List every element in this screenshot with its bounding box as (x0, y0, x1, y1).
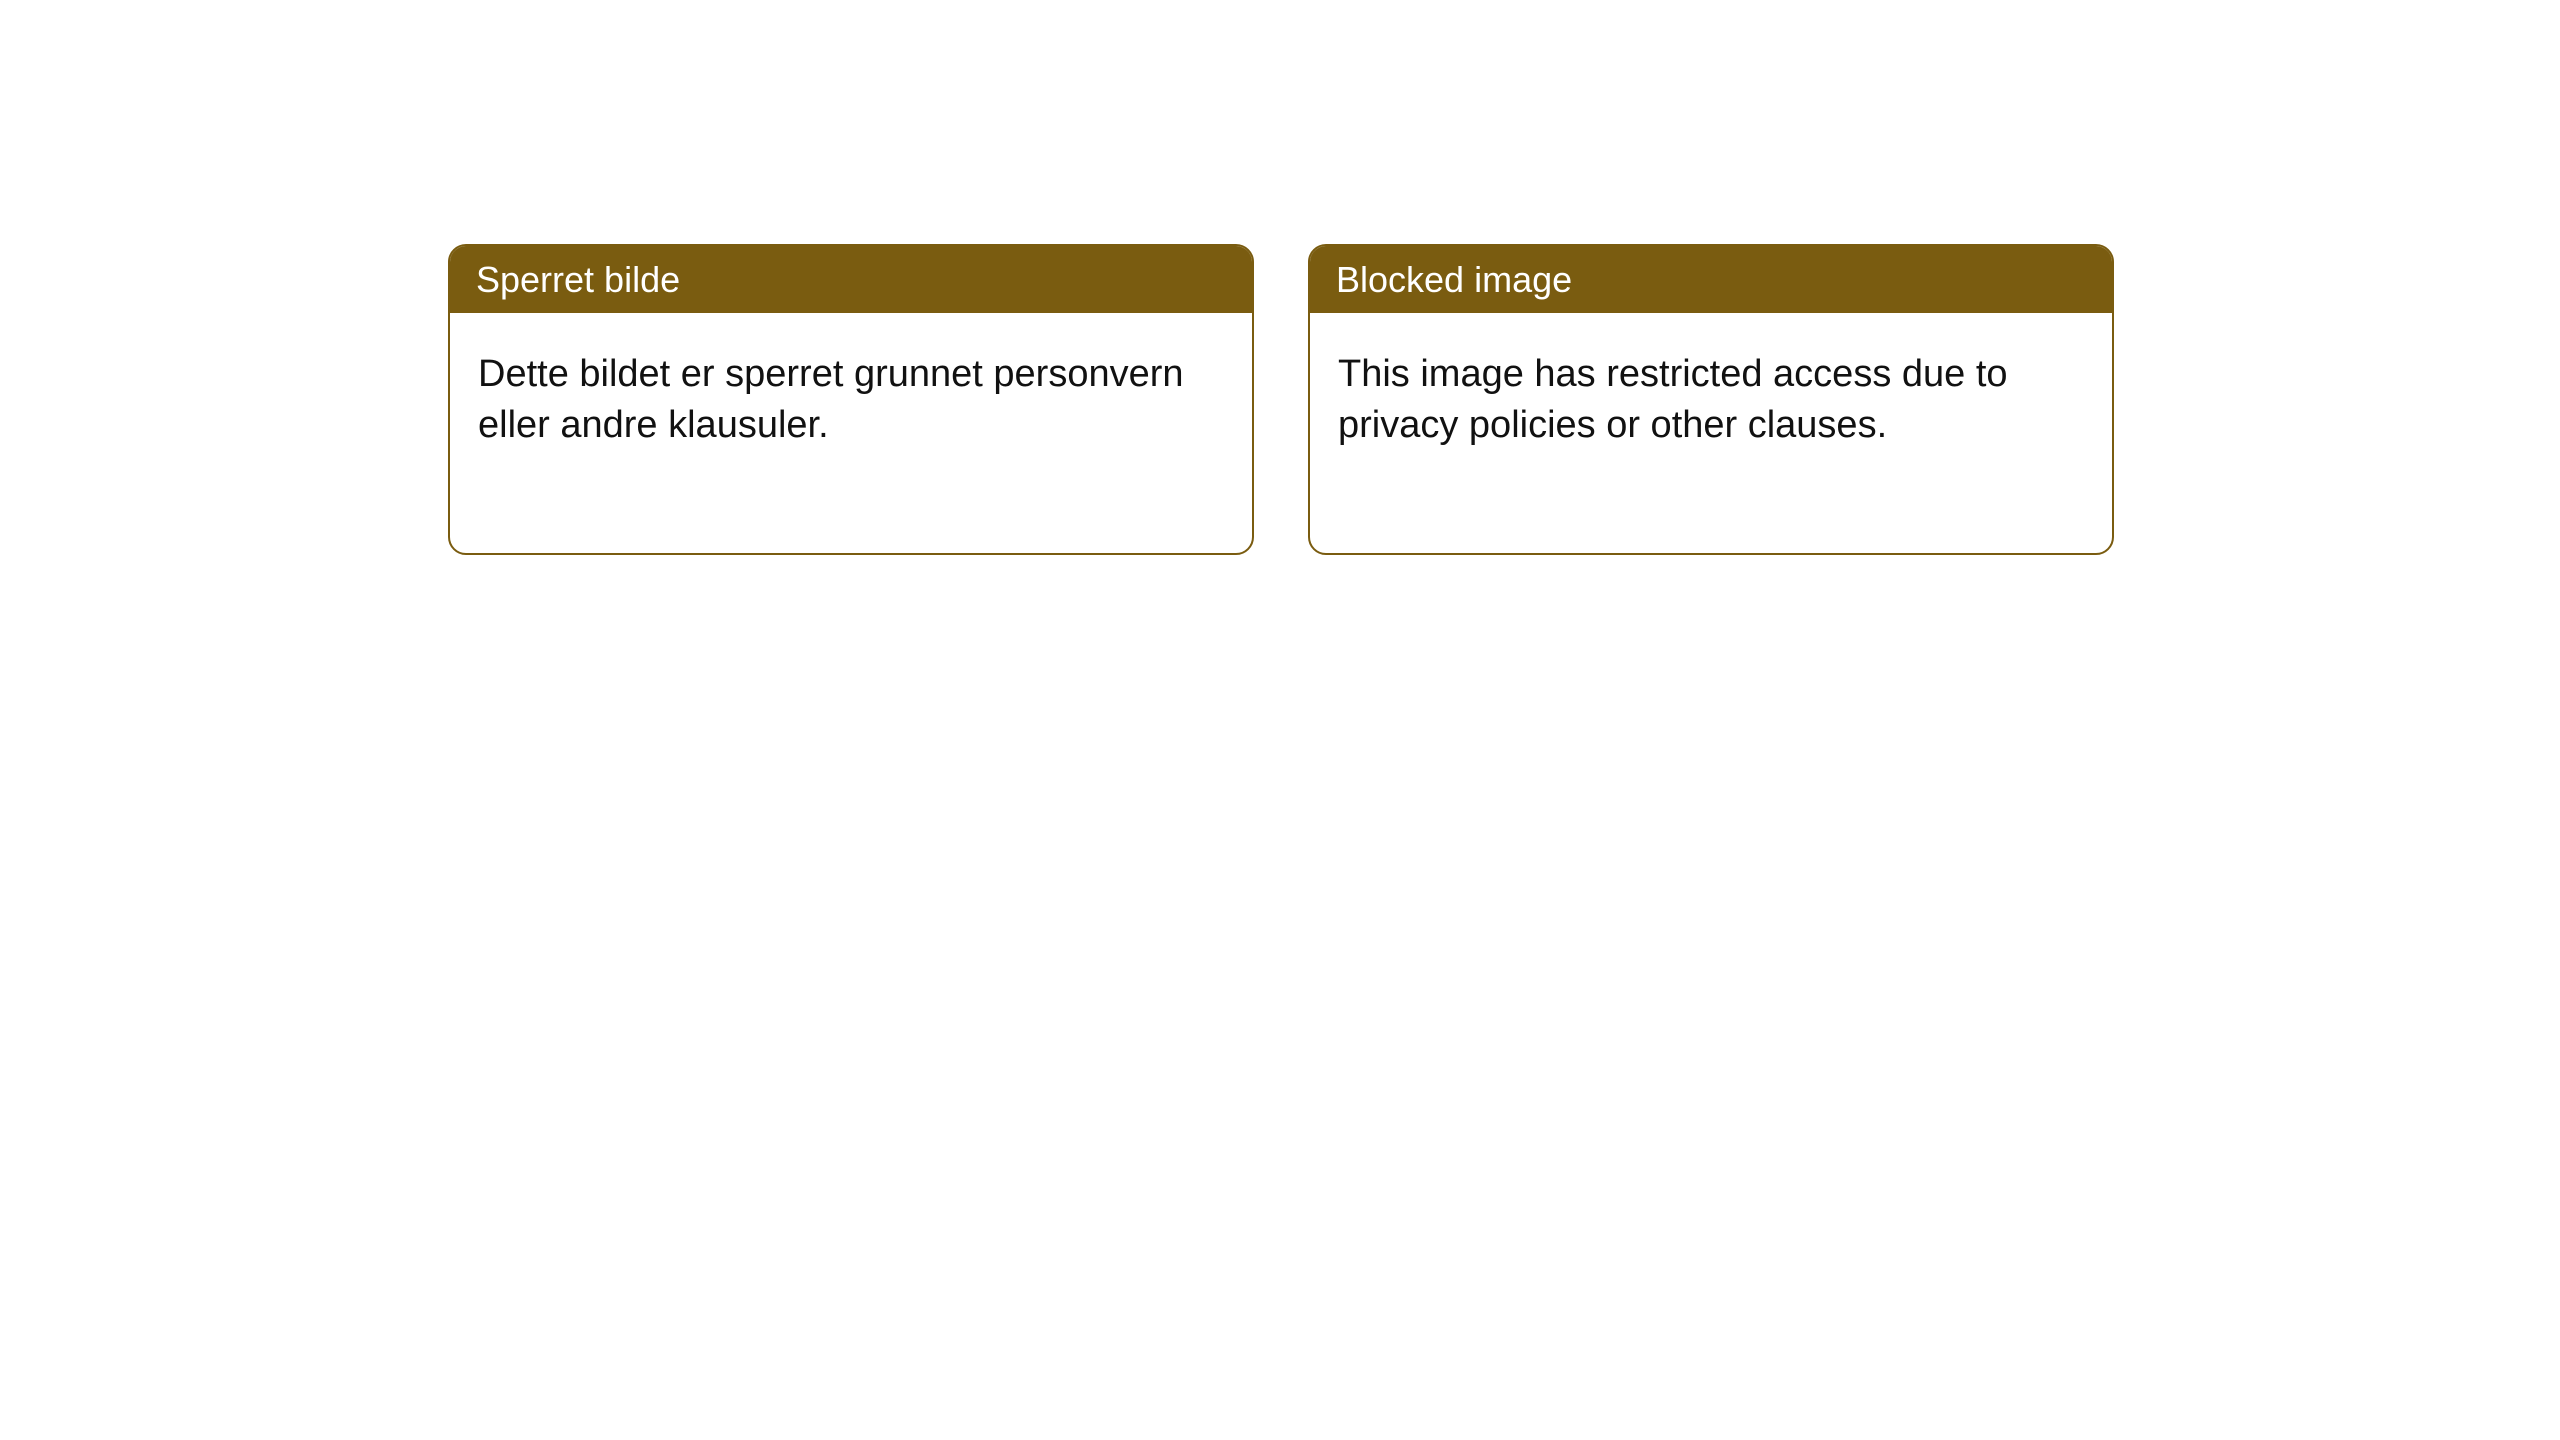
notice-header-english: Blocked image (1310, 246, 2112, 313)
notice-body-norwegian: Dette bildet er sperret grunnet personve… (450, 313, 1252, 553)
notice-card-norwegian: Sperret bilde Dette bildet er sperret gr… (448, 244, 1254, 555)
notice-body-english: This image has restricted access due to … (1310, 313, 2112, 553)
notice-header-norwegian: Sperret bilde (450, 246, 1252, 313)
notice-card-english: Blocked image This image has restricted … (1308, 244, 2114, 555)
notice-container: Sperret bilde Dette bildet er sperret gr… (448, 244, 2114, 555)
